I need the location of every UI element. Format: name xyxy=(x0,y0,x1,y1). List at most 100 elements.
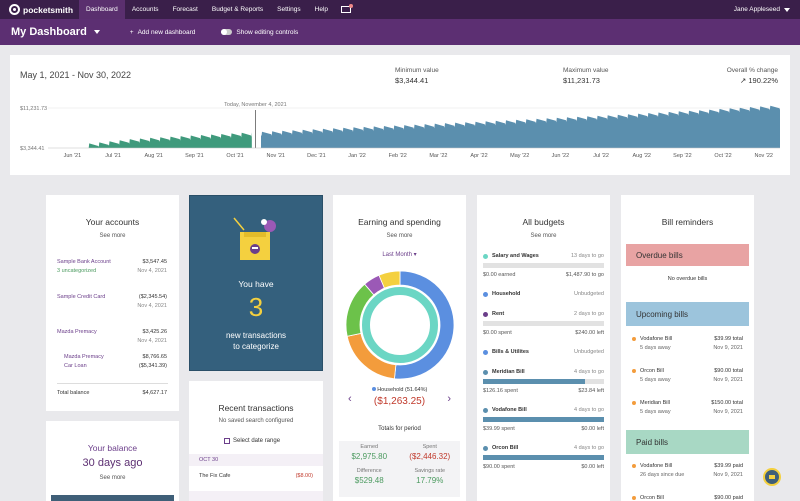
bill-item[interactable]: Meridian Bill $150.00 total 5 days away Nov… xyxy=(632,400,743,424)
budget-item[interactable]: Rent 2 days to go $0.00 spent $240.00 left xyxy=(483,311,604,347)
x-tick-label: Sep '21 xyxy=(185,153,203,159)
donut-slice[interactable] xyxy=(378,270,401,289)
bill-date: Nov 9, 2021 xyxy=(713,409,743,415)
notifications-icon[interactable] xyxy=(341,4,354,13)
selected-category-amount: ($1,263.25) xyxy=(373,396,426,407)
bill-name: Vodafone Bill xyxy=(640,336,673,342)
bill-dot-icon xyxy=(632,496,636,500)
calendar-icon xyxy=(224,438,230,444)
budget-status: Unbudgeted xyxy=(574,349,604,355)
x-tick-label: Oct '22 xyxy=(714,153,731,159)
spending-donut-chart[interactable] xyxy=(345,270,455,380)
nav-dashboard[interactable]: Dashboard xyxy=(79,0,125,19)
bill-item[interactable]: Orcon Bill $90.00 total 5 days away Nov 9, … xyxy=(632,368,743,392)
user-menu[interactable]: Jane Appleseed xyxy=(734,0,790,19)
budget-name: Rent xyxy=(492,311,505,317)
help-chat-button[interactable] xyxy=(763,468,781,486)
dashboard-title: My Dashboard xyxy=(11,26,87,38)
bill-item[interactable]: Vodafone Bill $39.99 total 5 days away Nov … xyxy=(632,336,743,360)
bill-amount: $39.99 total xyxy=(714,336,743,342)
account-name[interactable]: Sample Credit Card xyxy=(57,294,106,300)
transaction-name[interactable]: The Fix Cafe xyxy=(199,473,231,479)
nav-budget-reports[interactable]: Budget & Reports xyxy=(211,6,264,13)
brand-logo[interactable]: pocketsmith xyxy=(0,4,79,15)
earning-title: Earning and spending xyxy=(358,217,441,227)
budget-used: $0.00 spent xyxy=(483,330,512,336)
budget-name: Meridian Bill xyxy=(492,369,525,375)
bill-item[interactable]: Orcon Bill $90.00 paid xyxy=(632,495,743,501)
total-balance: $4,627.17 xyxy=(142,390,167,396)
sub-account-name[interactable]: Car Loan xyxy=(64,363,87,369)
balance-card: Your balance 30 days ago See more xyxy=(46,421,179,501)
budget-item[interactable]: Vodafone Bill 4 days to go $39.99 spent $0.… xyxy=(483,407,604,443)
min-value-label: Minimum value xyxy=(395,67,439,74)
bill-dot-icon xyxy=(632,369,636,373)
bill-date: Nov 9, 2021 xyxy=(713,377,743,383)
box-illustration-icon xyxy=(233,217,276,260)
logo-icon xyxy=(9,4,20,15)
uncategorized-line2: new transactions xyxy=(225,331,287,340)
budget-item[interactable]: Bills & Utilites Unbudgeted xyxy=(483,349,604,385)
uncategorized-link[interactable]: 3 uncategorized xyxy=(57,268,97,274)
max-value-label: Maximum value xyxy=(563,67,609,74)
next-arrow-icon[interactable]: › xyxy=(447,393,451,405)
bill-item[interactable]: Vodafone Bill $39.99 paid 26 days since du… xyxy=(632,463,743,487)
period-label: Last Month xyxy=(382,252,412,258)
x-tick-label: Jun '21 xyxy=(64,153,82,159)
select-date-range-button[interactable]: Select date range xyxy=(224,438,280,444)
budget-track xyxy=(483,263,604,268)
editing-toggle-label: Show editing controls xyxy=(236,28,299,36)
date-range: May 1, 2021 - Nov 30, 2022 xyxy=(20,70,132,80)
earning-see-more[interactable]: See more xyxy=(386,233,413,239)
toggle-switch[interactable] xyxy=(221,29,233,35)
budget-item[interactable]: Household Unbudgeted xyxy=(483,291,604,327)
budget-color-dot xyxy=(483,350,488,355)
chevron-down-icon: ▾ xyxy=(413,252,417,258)
x-tick-label: Dec '21 xyxy=(307,153,325,159)
budget-remaining: $0.00 left xyxy=(581,426,604,432)
budget-status: 4 days to go xyxy=(574,369,604,375)
accounts-see-more[interactable]: See more xyxy=(99,233,126,239)
uncategorized-card[interactable]: You have 3 new transactions to categoriz… xyxy=(189,195,323,371)
budget-fill xyxy=(483,379,585,384)
recent-subtitle: No saved search configured xyxy=(218,418,294,424)
nav-accounts[interactable]: Accounts xyxy=(131,6,159,13)
earned-label: Earned xyxy=(360,444,379,450)
savings-label: Savings rate xyxy=(414,468,446,474)
account-date: Nov 4, 2021 xyxy=(137,303,167,309)
account-amount: ($2,345.54) xyxy=(138,294,167,300)
account-name[interactable]: Sample Bank Account xyxy=(57,259,111,265)
nav-help[interactable]: Help xyxy=(314,6,329,13)
budget-status: 4 days to go xyxy=(574,445,604,451)
earned-value: $2,975.80 xyxy=(351,452,388,461)
chevron-down-icon xyxy=(784,7,790,12)
period-selector[interactable]: Last Month ▾ xyxy=(333,251,466,258)
budget-item[interactable]: Salary and Wages 13 days to go $0.00 earne… xyxy=(483,253,604,289)
transaction-amount: ($8.00) xyxy=(295,473,313,479)
balance-area-chart[interactable]: $11,231.73 $3,344.41 Today, November 4, 20… xyxy=(10,55,790,175)
bill-when: 26 days since due xyxy=(640,472,685,478)
budget-item[interactable]: Orcon Bill 4 days to go $90.00 spent $0.00 … xyxy=(483,445,604,481)
budget-remaining: $23.84 left xyxy=(578,388,604,394)
add-dashboard-button[interactable]: + Add new dashboard xyxy=(130,29,196,36)
account-amount: $3,425.26 xyxy=(142,329,167,335)
budget-name: Bills & Utilites xyxy=(492,349,529,355)
balance-see-more[interactable]: See more xyxy=(99,475,126,481)
nav-forecast[interactable]: Forecast xyxy=(172,6,198,13)
budget-used: $90.00 spent xyxy=(483,464,515,470)
budget-item[interactable]: Meridian Bill 4 days to go $126.16 spent $2… xyxy=(483,369,604,405)
income-ring[interactable] xyxy=(362,287,438,363)
bill-amount: $150.00 total xyxy=(711,400,743,406)
bill-when: 5 days away xyxy=(640,377,671,383)
nav-settings[interactable]: Settings xyxy=(277,6,301,13)
account-name[interactable]: Mazda Premacy xyxy=(57,329,97,335)
sub-account-name[interactable]: Mazda Premacy xyxy=(64,354,104,360)
prev-arrow-icon[interactable]: ‹ xyxy=(348,393,352,405)
x-tick-label: Sep '22 xyxy=(673,153,691,159)
dashboard-selector[interactable]: My Dashboard xyxy=(0,26,100,38)
min-value: $3,344.41 xyxy=(395,76,429,85)
savings-value: 17.79% xyxy=(416,476,444,485)
editing-toggle[interactable]: Show editing controls xyxy=(221,29,298,36)
budgets-see-more[interactable]: See more xyxy=(530,233,557,239)
dashboard-bar: My Dashboard + Add new dashboard Show ed… xyxy=(0,19,800,45)
